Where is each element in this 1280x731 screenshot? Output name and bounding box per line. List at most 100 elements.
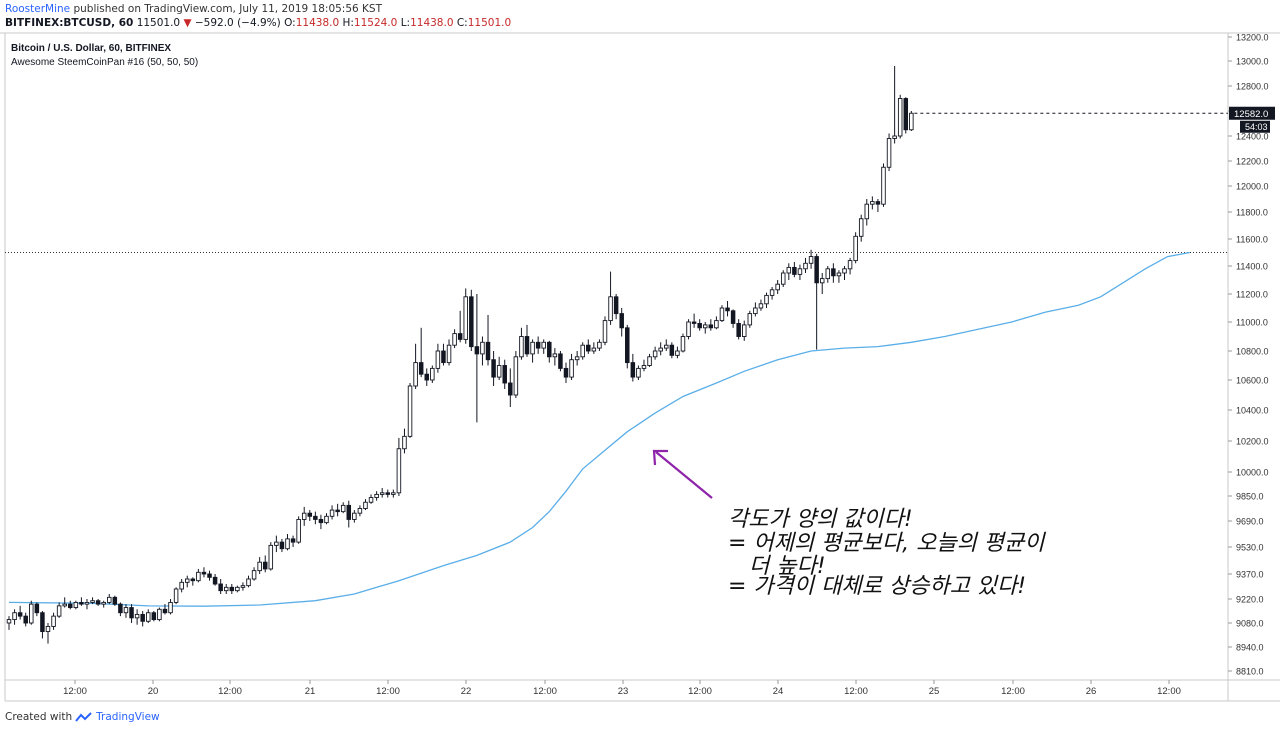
open-value: 11438.0 xyxy=(295,17,340,29)
candle-body xyxy=(274,541,279,546)
y-tick-label: 9850.0 xyxy=(1236,492,1264,502)
indicator-label: Awesome SteemCoinPan #16 (50, 50, 50) xyxy=(11,57,198,68)
candle-body xyxy=(346,504,352,520)
x-tick-label: 12:00 xyxy=(376,686,400,697)
candle-body xyxy=(892,135,897,139)
y-tick-label: 11200.0 xyxy=(1236,290,1268,300)
low-value: 11438.0 xyxy=(410,17,454,29)
candle-body xyxy=(112,596,118,605)
candle-body xyxy=(223,586,229,592)
candle-body xyxy=(485,341,491,361)
y-tick-label: 12800.0 xyxy=(1236,82,1269,92)
candle-body xyxy=(162,608,168,614)
candle-body xyxy=(775,283,780,291)
candle-body xyxy=(864,203,870,220)
candle-body xyxy=(140,613,145,622)
candle-body xyxy=(697,323,702,329)
candle-body xyxy=(669,344,675,356)
candle-body xyxy=(758,303,764,309)
change-value: −592.0 (−4.9%) xyxy=(194,17,281,29)
candle-body xyxy=(691,321,697,324)
candle-body xyxy=(313,515,318,520)
candle-body xyxy=(418,362,424,375)
candle-body xyxy=(764,294,769,305)
candle-body xyxy=(836,272,842,277)
candle-body xyxy=(736,323,741,337)
candle-body xyxy=(441,350,446,364)
candle-body xyxy=(786,266,792,274)
candle-body xyxy=(45,625,51,633)
x-tick-label: 26 xyxy=(1086,686,1097,697)
annotation-line-2: = 어제의 평균보다, 오늘의 평균이 xyxy=(728,531,1046,556)
countdown-text: 54:03 xyxy=(1245,122,1268,132)
tradingview-brand[interactable]: TradingView xyxy=(96,711,160,723)
candle-body xyxy=(352,512,357,520)
high-value: 11524.0 xyxy=(353,17,398,29)
candle-body xyxy=(652,350,658,358)
candle-body xyxy=(396,448,402,494)
candle-body xyxy=(491,359,496,378)
candle-body xyxy=(207,573,212,578)
candle-body xyxy=(675,350,680,356)
candle-body xyxy=(446,344,452,364)
candle-body xyxy=(719,307,725,322)
candle-body xyxy=(808,256,814,264)
candle-body xyxy=(714,320,719,329)
candle-body xyxy=(558,353,563,369)
candle-body xyxy=(664,344,669,349)
candle-body xyxy=(508,382,513,396)
x-tick-label: 23 xyxy=(618,686,629,697)
candle-body xyxy=(34,603,40,614)
high-label: H: xyxy=(342,17,354,29)
ohlc-line: BITFINEX:BTCUSD, 60 11501.0 ▼ −592.0 (−4… xyxy=(5,17,511,29)
y-tick-label: 11800.0 xyxy=(1236,208,1268,218)
candle-body xyxy=(870,201,875,205)
candle-body xyxy=(84,601,90,605)
y-tick-label: 12200.0 xyxy=(1236,157,1269,167)
down-arrow-icon: ▼ xyxy=(183,17,192,29)
candle-body xyxy=(519,336,524,358)
candle-body xyxy=(886,138,892,168)
candle-body xyxy=(897,98,903,137)
candle-body xyxy=(402,435,407,450)
x-tick-label: 25 xyxy=(929,686,940,697)
y-tick-label: 11400.0 xyxy=(1236,262,1268,272)
candle-body xyxy=(769,289,775,296)
candle-body xyxy=(619,313,624,329)
y-tick-label: 9530.0 xyxy=(1236,543,1264,553)
candle-body xyxy=(831,268,836,277)
candle-body xyxy=(129,607,134,619)
x-tick-label: 21 xyxy=(305,686,316,697)
candle-body xyxy=(513,356,519,396)
candle-body xyxy=(357,508,363,514)
candle-body xyxy=(90,600,95,603)
candle-body xyxy=(424,373,430,381)
y-tick-label: 10800.0 xyxy=(1236,347,1269,357)
y-tick-label: 13200.0 xyxy=(1236,33,1269,43)
candle-body xyxy=(235,586,240,592)
x-tick-label: 12:00 xyxy=(1157,686,1181,697)
annotation-text: 각도가 양의 값이다! = 어제의 평균보다, 오늘의 평균이 더 높다! = … xyxy=(728,507,1046,599)
candle-body xyxy=(680,336,686,352)
candle-body xyxy=(825,268,831,280)
candle-body xyxy=(190,578,196,582)
candle-body xyxy=(268,544,274,570)
candle-body xyxy=(145,612,151,622)
candle-body xyxy=(708,324,714,329)
candle-body xyxy=(847,260,853,270)
candle-body xyxy=(457,333,463,340)
candle-body xyxy=(407,385,413,437)
candle-body xyxy=(363,501,368,509)
candle-body xyxy=(340,504,346,513)
candle-body xyxy=(797,268,803,275)
candle-body xyxy=(780,272,786,285)
candle-body xyxy=(196,571,201,582)
x-tick-label: 12:00 xyxy=(533,686,557,697)
x-tick-label: 20 xyxy=(148,686,159,697)
moving-average-line xyxy=(8,251,1190,607)
published-text: published on TradingView.com, July 11, 2… xyxy=(73,3,382,15)
author-link[interactable]: RoosterMine xyxy=(5,3,71,15)
candle-body xyxy=(753,307,758,315)
y-tick-label: 9370.0 xyxy=(1236,570,1264,580)
